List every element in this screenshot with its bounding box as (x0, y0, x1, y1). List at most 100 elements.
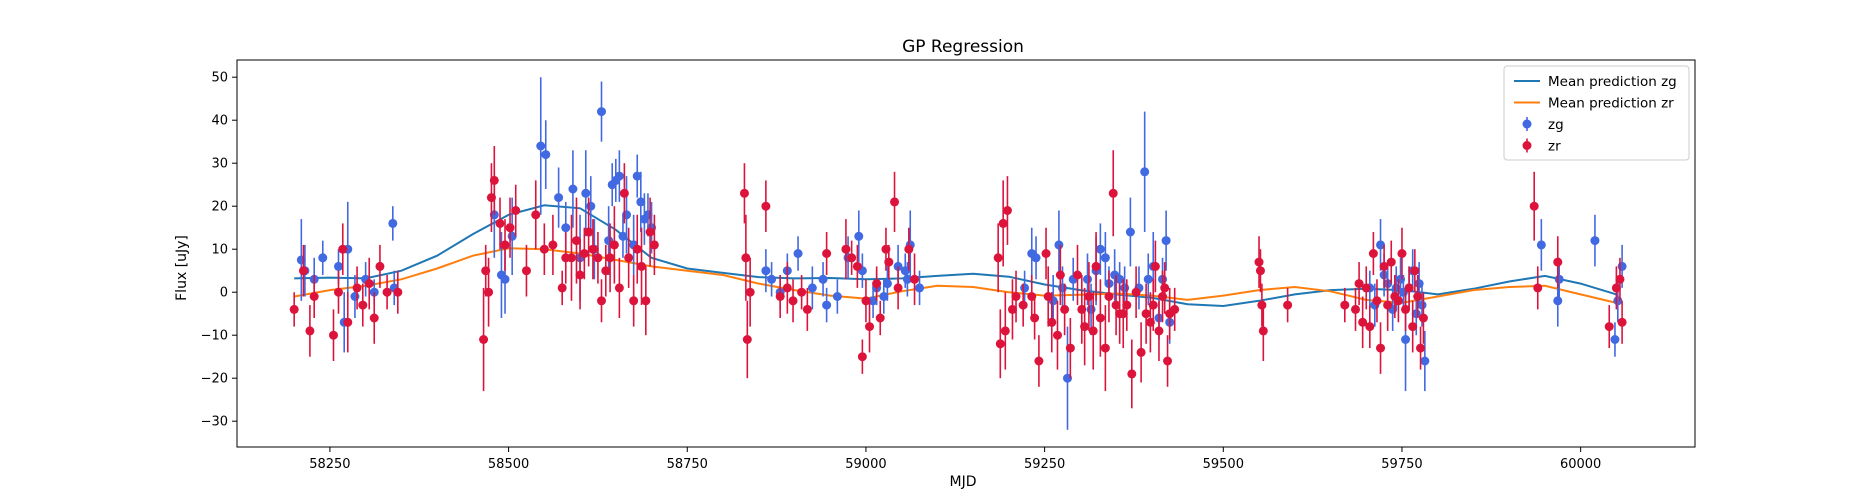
data-point (1393, 296, 1403, 306)
x-tick-label: 58750 (667, 457, 708, 472)
data-point (1000, 326, 1010, 336)
data-point (1057, 283, 1067, 293)
data-point (742, 335, 752, 344)
axes: 58250 58500 58750 59000 59250 59500 59750 60000… (201, 59, 1696, 472)
chart-title: GP Regression (902, 37, 1024, 57)
data-point (861, 296, 871, 306)
data-point (822, 300, 832, 310)
x-tick-label: 60000 (1560, 457, 1601, 472)
data-point (857, 352, 867, 362)
data-point (645, 227, 655, 237)
data-point (882, 279, 892, 289)
data-point (1080, 322, 1090, 332)
data-point (1072, 270, 1082, 280)
data-point (1416, 343, 1426, 353)
data-point (1604, 322, 1614, 332)
data-point (1148, 300, 1158, 310)
y-tick-label: 40 (211, 114, 228, 129)
data-point (1383, 300, 1393, 310)
data-point (579, 249, 589, 258)
data-point (328, 330, 338, 340)
x-tick-label: 59750 (1381, 457, 1422, 472)
data-point (1154, 326, 1164, 336)
legend-label: Mean prediction zg (1548, 74, 1677, 90)
plot-inner (289, 77, 1627, 430)
data-point (1052, 330, 1062, 340)
data-point (1351, 304, 1361, 314)
data-point (761, 201, 771, 211)
data-point (1163, 356, 1173, 366)
data-point (1257, 300, 1267, 310)
data-point (865, 322, 875, 332)
legend-item: Mean prediction zg (1514, 74, 1677, 90)
data-point (632, 244, 642, 254)
data-point (1158, 292, 1168, 301)
data-point (338, 244, 348, 254)
data-point (1610, 335, 1620, 344)
data-point (495, 218, 505, 228)
data-point (1379, 261, 1389, 271)
data-point (1386, 257, 1396, 267)
data-point (566, 253, 576, 263)
data-point (1111, 300, 1121, 310)
data-point (597, 107, 606, 117)
legend-label: zg (1548, 117, 1564, 133)
data-point (1091, 261, 1101, 271)
data-point (852, 261, 862, 271)
data-point (1368, 249, 1378, 258)
data-point (1354, 279, 1364, 289)
data-point (1095, 244, 1105, 254)
data-point (1553, 257, 1563, 267)
data-point (793, 249, 803, 258)
data-point (1254, 257, 1264, 267)
data-point (1408, 322, 1418, 332)
data-point (1361, 283, 1371, 293)
data-point (586, 201, 596, 211)
data-point (1095, 313, 1105, 323)
legend-box (1503, 65, 1690, 161)
data-point (1086, 304, 1096, 314)
data-point (1043, 292, 1053, 301)
data-point (548, 240, 558, 250)
data-point (1161, 236, 1171, 246)
data-point (1041, 249, 1051, 258)
data-point (1088, 326, 1098, 336)
data-point (1411, 309, 1421, 319)
data-point (1376, 240, 1386, 250)
data-point (1125, 227, 1135, 237)
data-point (636, 197, 646, 207)
data-point (382, 287, 392, 297)
data-point (1007, 304, 1017, 314)
data-point (832, 292, 842, 301)
x-tick-label: 59000 (845, 457, 886, 472)
data-point (998, 218, 1008, 228)
data-point (571, 236, 581, 246)
data-point (1104, 292, 1114, 301)
data-point (597, 296, 606, 306)
data-point (350, 292, 360, 301)
data-point (879, 292, 889, 301)
data-point (1397, 249, 1407, 258)
data-point (601, 266, 611, 276)
data-point (1401, 304, 1411, 314)
data-point (1372, 296, 1382, 306)
x-tick-label: 58500 (488, 457, 529, 472)
errorbar-series-1 (289, 146, 1627, 409)
data-point (1131, 287, 1141, 297)
data-point (1127, 369, 1137, 379)
legend: Mean prediction zg Mean prediction zr zg zr (1503, 65, 1690, 161)
data-point (1365, 322, 1375, 332)
data-point (890, 197, 900, 207)
data-point (993, 253, 1003, 263)
data-point (1011, 292, 1021, 301)
data-point (1413, 292, 1423, 301)
data-point (489, 175, 499, 185)
data-point (788, 296, 798, 306)
data-point (541, 150, 551, 160)
data-point (1084, 292, 1094, 301)
data-point (333, 261, 343, 271)
data-point (1065, 343, 1075, 353)
data-point (822, 249, 832, 258)
data-point (581, 188, 591, 198)
legend-label: Mean prediction zr (1548, 96, 1674, 112)
